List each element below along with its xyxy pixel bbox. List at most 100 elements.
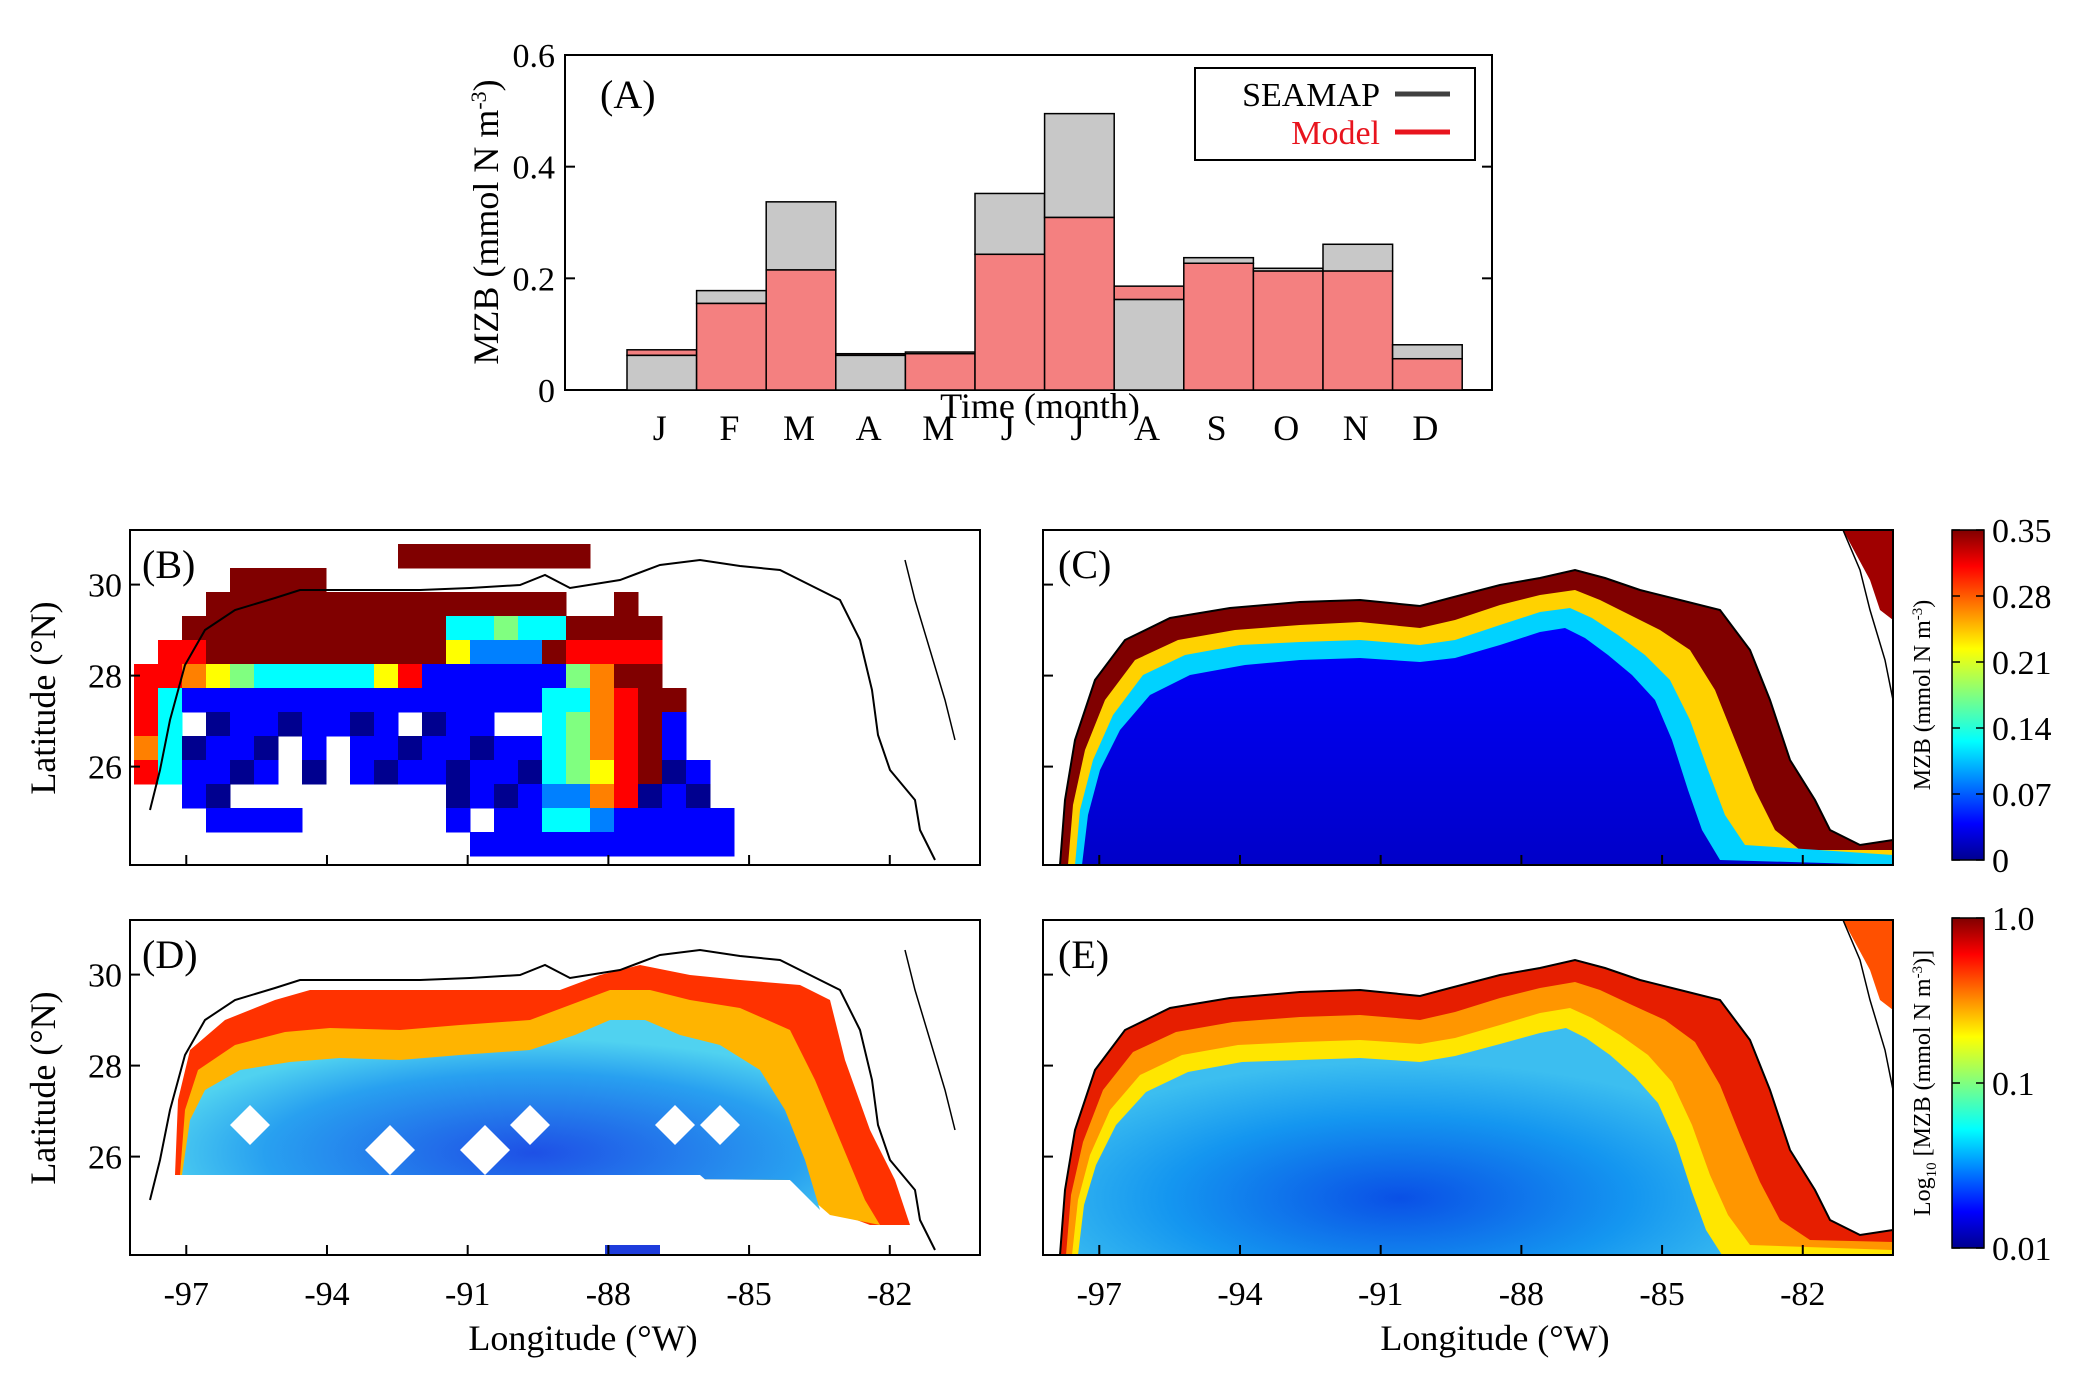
- panel-c-label: (C): [1058, 542, 1111, 587]
- grid-cell: [302, 640, 327, 665]
- grid-cell: [134, 736, 159, 761]
- colorbar-tick-label: 1.0: [1992, 901, 2035, 938]
- colorbar-linear: 0.35 0.28 0.21 0.14 0.07 0 MZB (mmol N m-3): [1910, 513, 2052, 880]
- y-tick-label: 0.2: [513, 261, 556, 298]
- grid-cell: [566, 712, 591, 737]
- grid-cell: [518, 688, 543, 713]
- grid-cell: [590, 832, 615, 857]
- panel-e-coastline: [1059, 958, 1893, 1255]
- grid-cell: [494, 688, 519, 713]
- colorbar-tick-label: 0: [1992, 843, 2009, 880]
- panel-d-latitude-ticks: 30 28 26: [88, 958, 122, 1177]
- grid-cell: [590, 760, 615, 785]
- grid-cell: [566, 688, 591, 713]
- panel-c-coastline: [1059, 568, 1893, 865]
- longitude-tick-label: -91: [1358, 1276, 1403, 1313]
- y-tick-label: 0.6: [513, 38, 556, 75]
- grid-cell: [302, 616, 327, 641]
- grid-cell: [230, 688, 255, 713]
- colorbar-log-ticks: 1.0 0.1 0.01: [1952, 901, 2052, 1268]
- grid-cell: [518, 736, 543, 761]
- grid-cell: [638, 832, 663, 857]
- grid-cell: [254, 568, 279, 593]
- grid-cell: [566, 760, 591, 785]
- grid-cell: [446, 784, 471, 809]
- grid-cell: [302, 736, 327, 761]
- grid-cell: [590, 712, 615, 737]
- latitude-tick-label: 30: [88, 568, 122, 605]
- grid-cell: [542, 712, 567, 737]
- grid-cell: [446, 616, 471, 641]
- y-tick-label: 0: [538, 373, 555, 410]
- grid-cell: [614, 640, 639, 665]
- y-tick-label: 0.4: [513, 150, 556, 187]
- latitude-tick-label: 30: [88, 958, 122, 995]
- bar-seamap-top: [765, 201, 837, 271]
- grid-cell: [206, 640, 231, 665]
- grid-cell: [470, 736, 495, 761]
- panel-e-longitude-ticks: -97 -94 -91 -88 -85 -82: [1077, 1276, 1826, 1313]
- grid-cell: [470, 640, 495, 665]
- grid-cell: [542, 664, 567, 689]
- grid-cell: [710, 808, 735, 833]
- grid-cell: [638, 760, 663, 785]
- panel-d: (D): [129, 919, 981, 1256]
- grid-cell: [446, 592, 471, 617]
- grid-cell: [518, 832, 543, 857]
- panel-b-florida-east-coast: [904, 559, 956, 741]
- panel-e: (E): [1042, 919, 1894, 1256]
- grid-cell: [302, 688, 327, 713]
- grid-cell: [590, 616, 615, 641]
- grid-cell: [614, 592, 639, 617]
- panel-e-florida-east-coast: [1842, 920, 1893, 1091]
- grid-cell: [470, 544, 495, 569]
- grid-cell: [638, 640, 663, 665]
- bar-model-base: [1391, 357, 1463, 391]
- panel-a-bars: [626, 112, 1463, 391]
- grid-cell: [350, 712, 375, 737]
- bar-seamap-top: [1043, 112, 1115, 219]
- grid-cell: [158, 688, 183, 713]
- bar-seamap-base: [626, 354, 698, 391]
- bar-model-base: [904, 352, 976, 391]
- map-tick-marks: [130, 583, 1804, 1255]
- grid-cell: [590, 640, 615, 665]
- grid-cell: [182, 640, 207, 665]
- panel-a-legend: SEAMAP Model: [1194, 67, 1476, 161]
- panel-d-gap: [365, 1125, 415, 1175]
- grid-cell: [470, 832, 495, 857]
- panel-b-latitude-ticks: 30 28 26: [88, 568, 122, 787]
- grid-cell: [518, 544, 543, 569]
- grid-cell: [254, 664, 279, 689]
- grid-cell: [278, 688, 303, 713]
- bar-model-base: [1322, 270, 1394, 391]
- panel-d-florida-east-coast: [904, 949, 956, 1131]
- grid-cell: [542, 640, 567, 665]
- grid-cell: [518, 784, 543, 809]
- x-tick-label: J: [1070, 408, 1084, 448]
- grid-cell: [542, 808, 567, 833]
- x-tick-label: A: [1134, 408, 1160, 448]
- colorbar-linear-label: MZB (mmol N m-3): [1910, 600, 1936, 791]
- panel-d-label: (D): [142, 932, 198, 977]
- grid-cell: [590, 664, 615, 689]
- grid-cell: [230, 616, 255, 641]
- grid-cell: [278, 712, 303, 737]
- grid-cell: [374, 688, 399, 713]
- grid-cell: [686, 760, 711, 785]
- grid-cell: [494, 544, 519, 569]
- panel-d-frame: [129, 919, 981, 1256]
- grid-cell: [374, 640, 399, 665]
- longitude-tick-label: -85: [1639, 1276, 1684, 1313]
- x-tick-label: J: [1001, 408, 1015, 448]
- grid-cell: [134, 712, 159, 737]
- grid-cell: [422, 544, 447, 569]
- legend-label-seamap: SEAMAP: [1242, 77, 1380, 114]
- grid-cell: [254, 760, 279, 785]
- grid-cell: [254, 640, 279, 665]
- colorbar-log: 1.0 0.1 0.01 Log10 [MZB (mmol N m-3)]: [1910, 901, 2052, 1268]
- grid-cell: [398, 592, 423, 617]
- colorbar-tick-label: 0.01: [1992, 1231, 2052, 1268]
- grid-cell: [422, 760, 447, 785]
- grid-cell: [182, 664, 207, 689]
